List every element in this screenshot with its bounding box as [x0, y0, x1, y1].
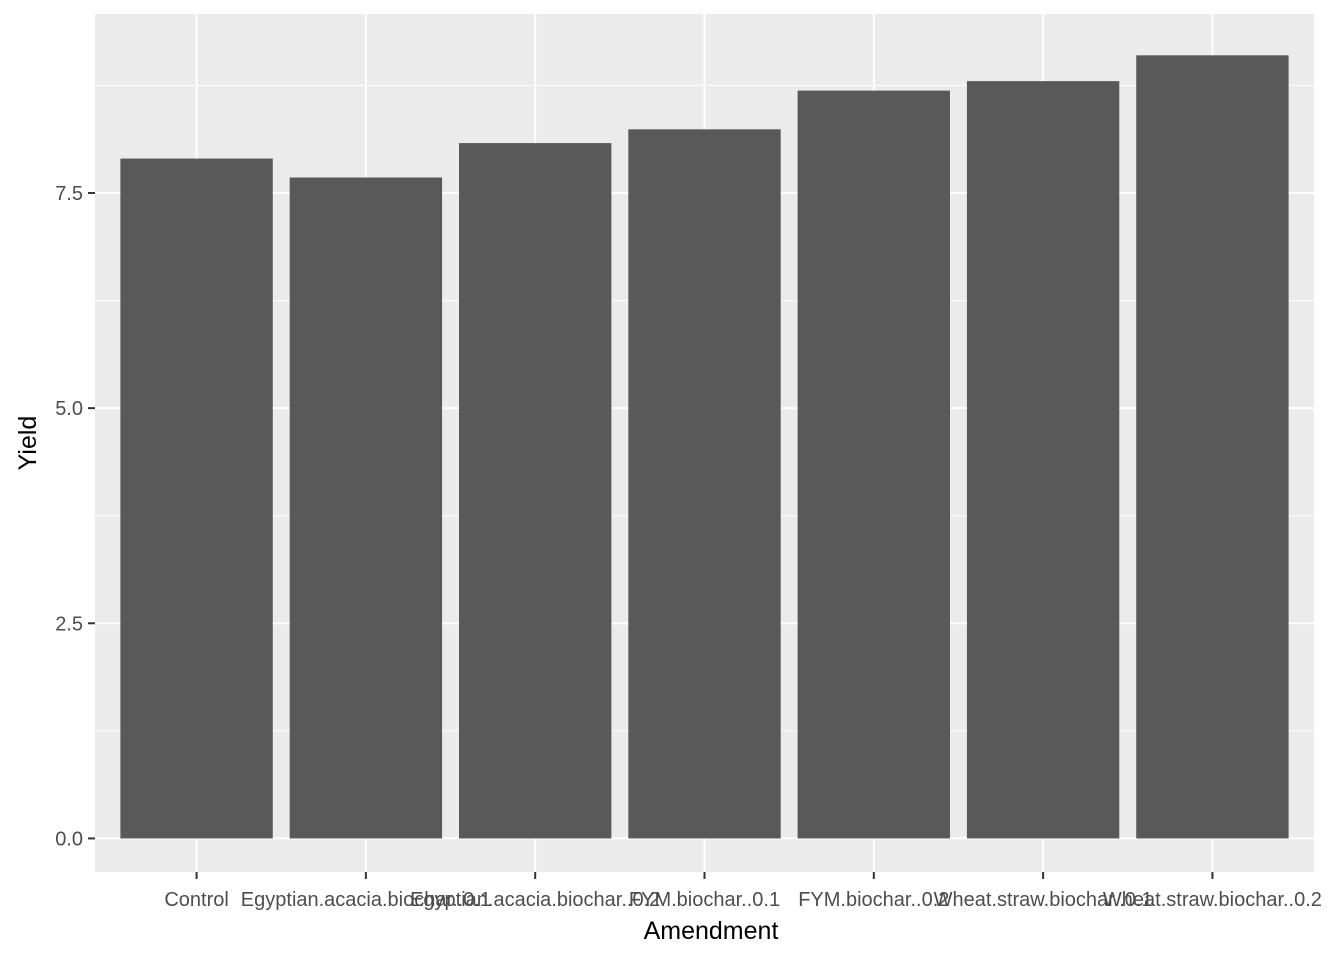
bar-1: [120, 158, 273, 839]
x-tick-label: Control: [164, 889, 228, 911]
y-axis: 0.0 2.5 5.0 7.5: [55, 183, 95, 850]
x-tick-label: Egyptian.acacia.biochar..0.2: [410, 889, 660, 911]
bar-2: [289, 177, 443, 839]
x-axis-title: Amendment: [644, 917, 779, 945]
x-tick-label: Wheat.straw.biochar..0.2: [1103, 889, 1322, 911]
y-tick-label: 0.0: [55, 828, 83, 850]
y-tick-label: 5.0: [55, 398, 83, 420]
y-axis-title: Yield: [14, 416, 42, 471]
bar-7: [1136, 55, 1289, 839]
y-tick-label: 2.5: [55, 613, 83, 635]
x-tick-label: Wheat.straw.biochar..0.1: [934, 889, 1153, 911]
bar-4: [628, 129, 781, 839]
bar-3: [459, 143, 612, 839]
bar-6: [966, 81, 1120, 839]
bars: [120, 55, 1289, 839]
x-tick-label: FYM.biochar..0.2: [798, 889, 949, 911]
bar-5: [797, 90, 950, 839]
x-tick-label: Egyptian.acacia.biochar..0.1: [241, 889, 491, 911]
x-tick-label: FYM.biochar..0.1: [629, 889, 780, 911]
y-tick-label: 7.5: [55, 183, 83, 205]
x-axis: Control Egyptian.acacia.biochar..0.1Egypt…: [164, 872, 1322, 911]
